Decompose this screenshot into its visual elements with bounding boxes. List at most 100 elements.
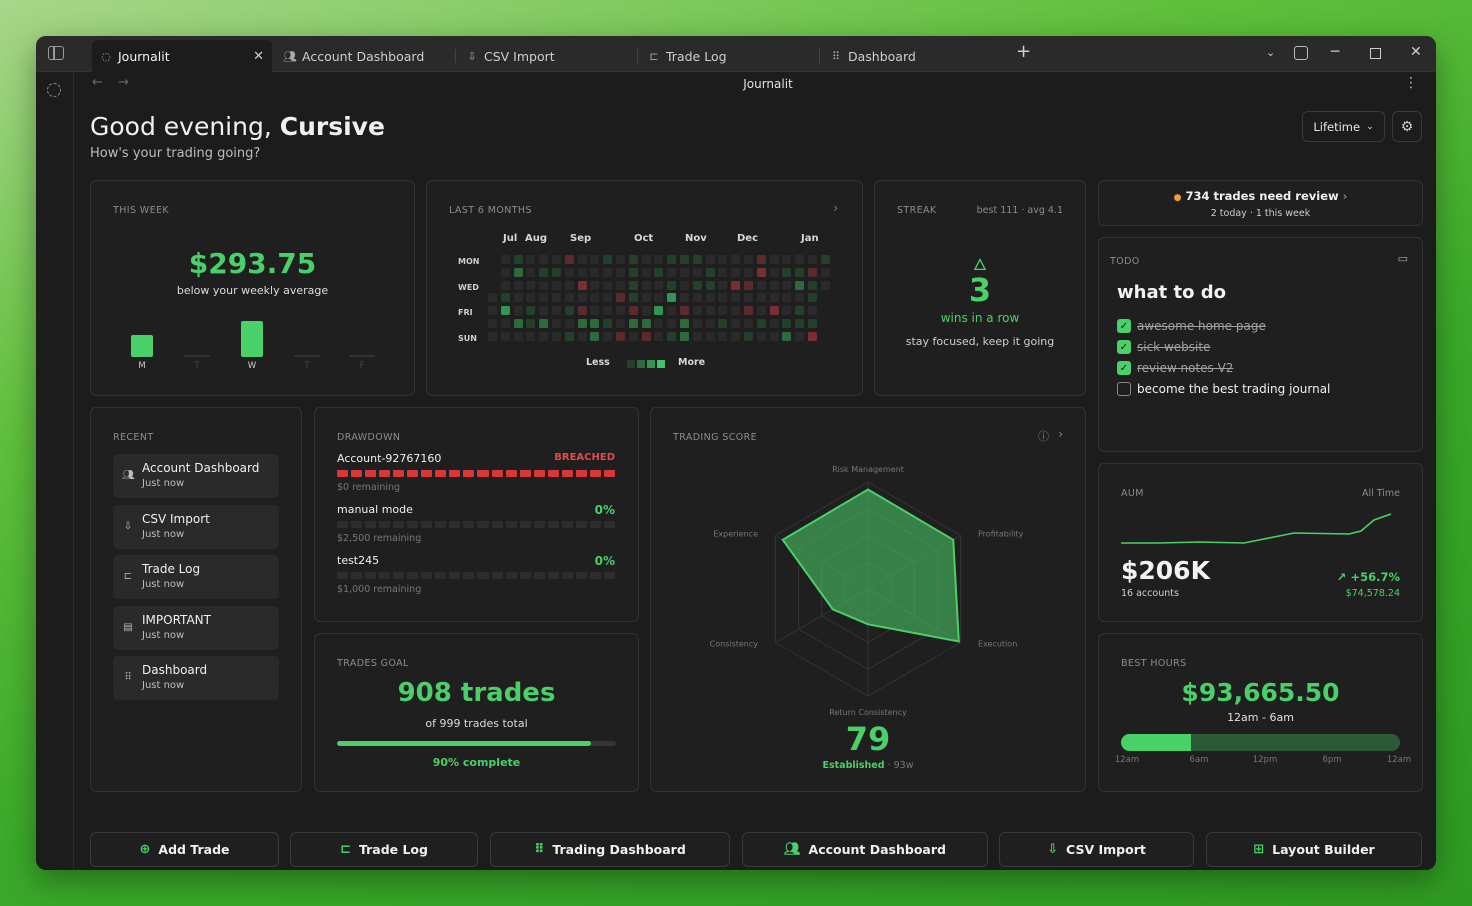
split-view-icon[interactable] bbox=[1294, 46, 1308, 60]
trades-goal-caption: of 999 trades total bbox=[425, 717, 528, 730]
recent-item[interactable]: ⊏ Trade Log Just now bbox=[113, 555, 279, 599]
heatmap-cell bbox=[654, 306, 664, 316]
heatmap-cell bbox=[577, 331, 587, 341]
drawdown-segment bbox=[337, 521, 349, 528]
gear-icon[interactable]: ⚙ bbox=[1392, 111, 1422, 142]
quick-action-button[interactable]: ⊕ Add Trade bbox=[90, 832, 279, 867]
tab-account-dashboard[interactable]: 👥︎ Account Dashboard bbox=[276, 40, 456, 72]
week-caption: below your weekly average bbox=[176, 284, 329, 297]
quick-action-button[interactable]: ⠿ Trading Dashboard bbox=[490, 832, 730, 867]
chevron-right-icon[interactable]: › bbox=[1058, 427, 1063, 441]
radar-axis-label: Return Consistency bbox=[829, 708, 907, 717]
recent-item[interactable]: ⠿ Dashboard Just now bbox=[113, 656, 279, 700]
drawdown-segment bbox=[365, 572, 377, 579]
sidebar-toggle-icon[interactable] bbox=[48, 46, 64, 60]
recent-item[interactable]: ▤ IMPORTANT Just now bbox=[113, 605, 279, 650]
info-icon[interactable]: ⓘ bbox=[1038, 430, 1049, 443]
heatmap-cell bbox=[705, 293, 715, 303]
recent-item[interactable]: 👥︎ Account Dashboard Just now bbox=[113, 454, 279, 498]
checkbox-checked-icon[interactable]: ✓ bbox=[1117, 361, 1131, 375]
heatmap-cell bbox=[603, 293, 613, 303]
heatmap-cell bbox=[820, 267, 830, 277]
drawdown-remaining: $1,000 remaining bbox=[337, 584, 422, 595]
heatmap-cell bbox=[500, 280, 510, 290]
drawdown-segment bbox=[603, 521, 615, 528]
trades-goal-card: TRADES GOAL 908 trades of 999 trades tot… bbox=[314, 633, 639, 792]
tab-trade-log[interactable]: ⊏ Trade Log bbox=[640, 40, 820, 72]
quick-action-button[interactable]: ⊞ Layout Builder bbox=[1206, 832, 1422, 867]
drawdown-remaining: $2,500 remaining bbox=[337, 533, 422, 544]
import-icon: ⇩ bbox=[123, 520, 133, 532]
heatmap-cell bbox=[539, 267, 549, 277]
tab-label: Trade Log bbox=[666, 48, 727, 64]
week-pnl: $293.75 bbox=[188, 247, 317, 280]
drawdown-segment bbox=[407, 572, 419, 579]
heatmap-cell bbox=[654, 255, 664, 264]
drawdown-segment bbox=[407, 521, 419, 528]
heatmap-cell bbox=[513, 255, 523, 264]
heatmap-cell bbox=[756, 255, 766, 264]
card-label: RECENT bbox=[113, 432, 154, 443]
recent-item-time: Just now bbox=[142, 680, 185, 691]
radar-axis-label: Consistency bbox=[710, 640, 759, 649]
week-bar-empty bbox=[349, 355, 375, 357]
minimize-icon[interactable]: ─ bbox=[1331, 44, 1340, 60]
goal-progress-fill bbox=[337, 741, 591, 746]
chevron-down-icon[interactable]: ⌄ bbox=[1266, 46, 1276, 59]
new-tab-icon[interactable]: + bbox=[1016, 41, 1032, 62]
chevron-right-icon[interactable]: › bbox=[833, 201, 838, 215]
drawdown-segment bbox=[589, 572, 601, 579]
heatmap-cell bbox=[616, 319, 625, 328]
heatmap-cell bbox=[603, 267, 613, 277]
heatmap-cell bbox=[526, 319, 536, 328]
heatmap-cell bbox=[692, 306, 702, 316]
hours-bar-highlight bbox=[1121, 734, 1191, 751]
folder-icon[interactable]: ▭ bbox=[1397, 252, 1408, 265]
maximize-icon[interactable] bbox=[1370, 48, 1381, 59]
hour-tick: 6am bbox=[1189, 755, 1209, 765]
drawdown-segment bbox=[589, 521, 601, 528]
todo-item[interactable]: ✓ review notes V2 bbox=[1117, 361, 1233, 375]
quick-action-button[interactable]: ⊏ Trade Log bbox=[290, 832, 478, 867]
quick-action-button[interactable]: 👥︎ Account Dashboard bbox=[742, 832, 988, 867]
more-options-icon[interactable]: ⋮ bbox=[1404, 75, 1418, 91]
drawdown-segment bbox=[477, 521, 489, 528]
checkbox-checked-icon[interactable]: ✓ bbox=[1117, 319, 1131, 333]
heatmap-cell bbox=[628, 267, 638, 277]
chevron-down-icon: ⌄ bbox=[1366, 121, 1374, 132]
checkbox-icon[interactable] bbox=[1117, 382, 1131, 396]
back-arrow-icon[interactable]: ← bbox=[92, 75, 103, 90]
heatmap-cell bbox=[590, 331, 600, 341]
heatmap-cell bbox=[513, 306, 523, 316]
todo-item[interactable]: ✓ sick website bbox=[1117, 340, 1210, 354]
tab-journalit[interactable]: ◌ Journalit ✕ bbox=[92, 40, 272, 72]
month-label: Jan bbox=[801, 233, 819, 244]
heatmap-cell bbox=[731, 293, 741, 303]
close-icon[interactable]: ✕ bbox=[253, 49, 264, 64]
drawdown-card: DRAWDOWN Account-92767160 BREACHED $0 rema… bbox=[314, 407, 639, 622]
best-hours-window: 12am - 6am bbox=[1227, 711, 1294, 724]
tab-csv-import[interactable]: ⇩ CSV Import bbox=[458, 40, 638, 72]
day-label: T bbox=[304, 361, 310, 371]
heatmap-cell bbox=[513, 280, 523, 290]
drawdown-segment bbox=[407, 470, 419, 477]
heatmap-cell bbox=[539, 319, 549, 328]
heatmap-card: LAST 6 MONTHS › Jul Aug Sep Oct Nov Dec Jan MO… bbox=[426, 180, 863, 396]
radar-axis-label: Profitability bbox=[978, 530, 1024, 539]
settings-dashed-icon[interactable] bbox=[47, 83, 61, 97]
checkbox-checked-icon[interactable]: ✓ bbox=[1117, 340, 1131, 354]
forward-arrow-icon[interactable]: → bbox=[118, 75, 129, 90]
tab-dashboard[interactable]: ⠿ Dashboard bbox=[822, 40, 1002, 72]
streak-note: stay focused, keep it going bbox=[905, 335, 1055, 348]
week-bar-empty bbox=[294, 355, 320, 357]
quick-action-button[interactable]: ⇩ CSV Import bbox=[999, 832, 1194, 867]
todo-item[interactable]: ✓ awesome home page bbox=[1117, 319, 1266, 333]
heatmap-cell bbox=[769, 331, 779, 341]
close-window-icon[interactable]: ✕ bbox=[1410, 44, 1422, 60]
heatmap-cell bbox=[513, 331, 523, 341]
recent-item[interactable]: ⇩ CSV Import Just now bbox=[113, 504, 279, 549]
review-card[interactable]: ● 734 trades need review › 2 today · 1 t… bbox=[1098, 180, 1423, 226]
heatmap-cell bbox=[718, 280, 728, 290]
todo-item[interactable]: become the best trading journal bbox=[1117, 382, 1330, 396]
period-select[interactable]: Lifetime ⌄ bbox=[1302, 111, 1385, 142]
